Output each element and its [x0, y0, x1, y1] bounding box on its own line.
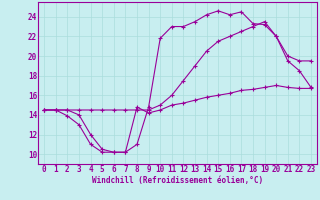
X-axis label: Windchill (Refroidissement éolien,°C): Windchill (Refroidissement éolien,°C) [92, 176, 263, 185]
